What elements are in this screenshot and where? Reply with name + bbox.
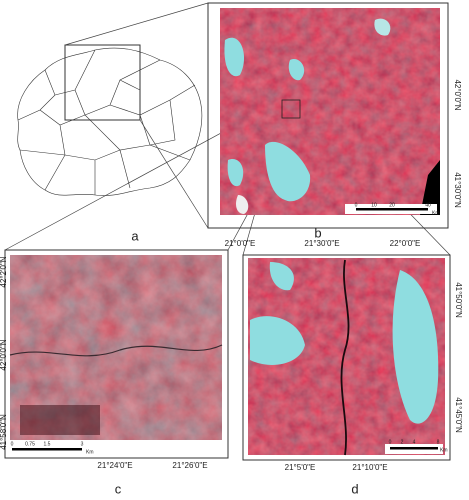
scale-label: 40 [425,202,431,208]
satellite-image-c [9,255,223,456]
lat-label: 41°30'0"N [453,172,462,208]
lon-label: 21°26'0"E [172,461,207,470]
scale-label: 0 [389,439,392,445]
panel-label: c [115,481,122,496]
scale-label: 2 [401,439,404,445]
connector [64,2,209,46]
panel-label: d [351,481,358,496]
scale-label: 3 [81,441,84,447]
panel-frame [242,254,451,461]
scale-label: 10 [371,202,377,208]
scale-label: 1.5 [44,441,51,447]
scale-label: 0 [11,441,14,447]
satellite-image-b [220,8,440,215]
scale-unit: Km [86,449,94,455]
lat-label: 41°50'0"N [454,282,463,318]
lat-label: 41°45'0"N [454,397,463,433]
connector [139,119,209,229]
lon-label: 21°5'0"E [285,463,316,472]
panel-label: b [314,225,321,240]
lon-label: 21°10'0"E [352,463,387,472]
panel-frame [207,2,449,229]
lon-label: 21°0'0"E [225,239,256,248]
lat-label: 42°0'0"N [0,339,8,370]
panel-label: a [131,228,139,243]
lat-label: 41°58'0"N [0,414,8,450]
lon-label: 21°24'0"E [97,461,132,470]
scale-label: 0 [355,202,358,208]
outline-map [17,44,203,196]
satellite-image-d [248,258,445,456]
lat-label: 42°2'0"N [0,256,8,287]
scale-label: 4 [413,439,416,445]
panel-frame [4,249,229,459]
lon-label: 22°0'0"E [390,239,421,248]
inset-box [64,44,141,121]
lat-label: 42°0'0"N [453,79,462,110]
lon-label: 21°30'0"E [304,239,339,248]
scale-label: 8 [437,439,440,445]
scale-label: 0.75 [25,441,35,447]
scale-label: 20 [389,202,395,208]
scale-unit: Km [440,447,448,453]
scale-unit: Km [432,210,440,216]
